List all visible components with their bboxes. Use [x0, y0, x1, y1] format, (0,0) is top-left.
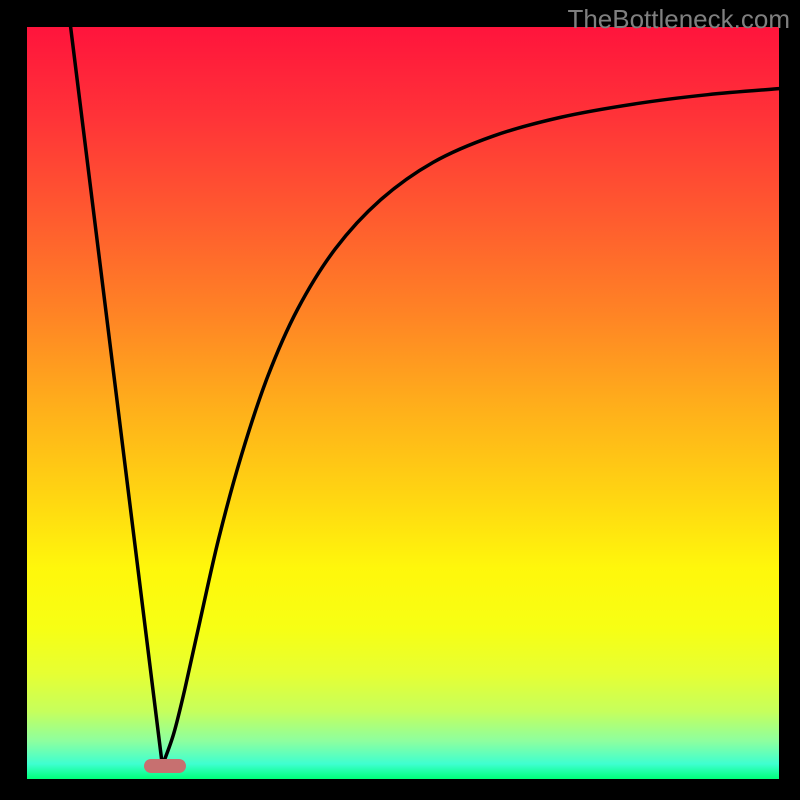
watermark-text: TheBottleneck.com	[567, 4, 790, 35]
chart-root: TheBottleneck.com	[0, 0, 800, 800]
optimum-marker	[144, 759, 186, 773]
bottleneck-curve	[0, 0, 800, 800]
